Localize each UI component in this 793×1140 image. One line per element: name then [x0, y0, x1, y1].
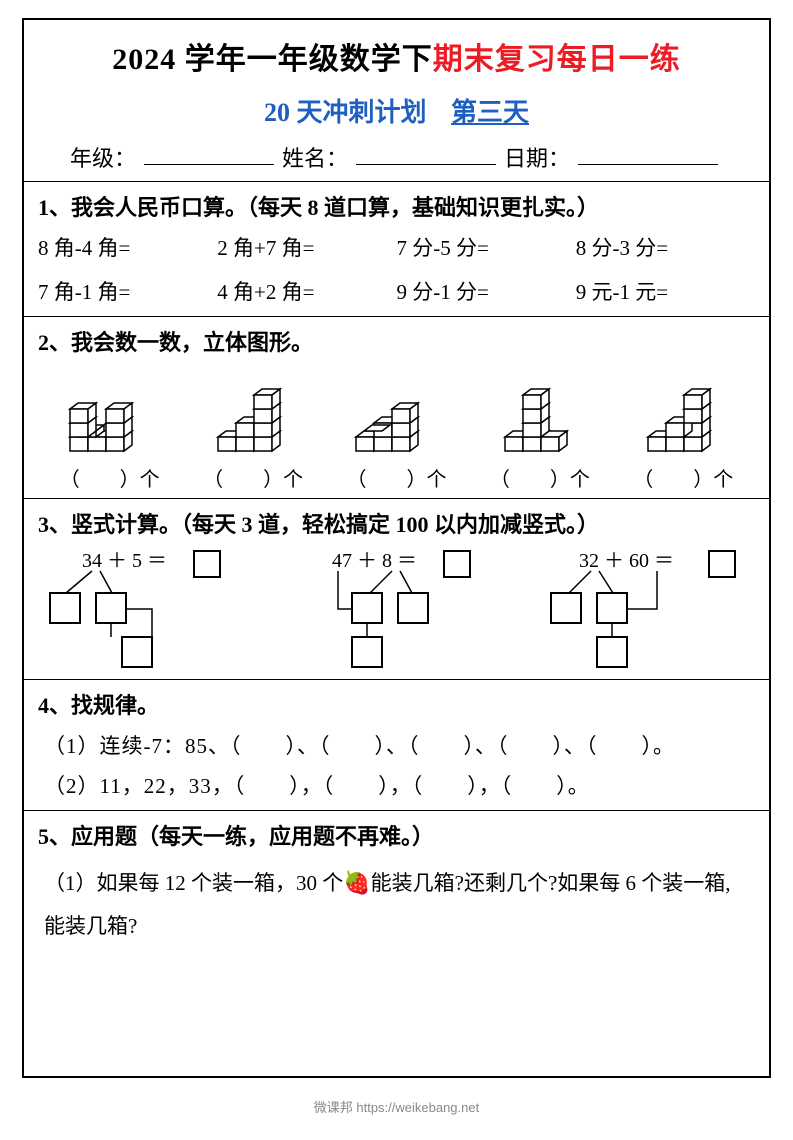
footer-text: 微课邦 https://weikebang.net	[0, 1097, 793, 1116]
cube-stack-icon	[193, 367, 313, 457]
q1-item: 9 分-1 分=	[397, 276, 576, 306]
name-label: 姓名：	[282, 141, 348, 173]
divider	[24, 679, 769, 680]
date-label: 日期：	[504, 141, 570, 173]
cube-stack-icon	[623, 367, 743, 457]
divider	[24, 316, 769, 317]
q1-item: 4 角+2 角=	[217, 276, 396, 306]
divider	[24, 498, 769, 499]
cube-stack-icon	[480, 367, 600, 457]
q2-row: （ ）个 （ ）个	[38, 367, 755, 492]
main-title: 2024 学年一年级数学下期末复习每日一练	[38, 34, 755, 78]
divider	[24, 810, 769, 811]
q4-line1: （1）连续-7：85、（ ）、（ ）、（ ）、（ ）、（ ）。	[44, 730, 749, 760]
q1-item: 8 分-3 分=	[576, 232, 755, 262]
q3-expr: 47 ＋ 8 ＝	[332, 550, 417, 572]
q2-figure: （ ）个	[50, 367, 170, 492]
q1-grid: 8 角-4 角= 2 角+7 角= 7 分-5 分= 8 分-3 分= 7 角-…	[38, 232, 755, 306]
date-blank[interactable]	[578, 141, 718, 165]
q4-title: 4、找规律。	[38, 688, 755, 720]
info-row: 年级： 姓名： 日期：	[42, 141, 751, 173]
q2-title: 2、我会数一数，立体图形。	[38, 325, 755, 357]
divider	[24, 181, 769, 182]
title-black: 2024 学年一年级数学下	[112, 43, 433, 76]
title-red: 期末复习每日一练	[433, 43, 681, 76]
q2-figure: （ ）个	[193, 367, 313, 492]
q1-item: 7 角-1 角=	[38, 276, 217, 306]
split-diagram-icon: 47 ＋ 8 ＝	[292, 549, 492, 669]
subtitle: 20 天冲刺计划 第三天	[38, 92, 755, 129]
q1-item: 8 角-4 角=	[38, 232, 217, 262]
q3-expr: 32 ＋ 60 ＝	[579, 550, 674, 572]
subtitle-plan: 20 天冲刺计划	[264, 98, 427, 127]
q3-title: 3、竖式计算。（每天 3 道，轻松搞定 100 以内加减竖式。）	[38, 507, 755, 539]
q2-count: （ ）个	[490, 469, 590, 491]
q2-count: （ ）个	[60, 469, 160, 491]
q2-figure: （ ）个	[336, 367, 456, 492]
cube-stack-icon	[50, 367, 170, 457]
q3-problem: 47 ＋ 8 ＝	[292, 549, 492, 669]
split-diagram-icon: 34 ＋ 5 ＝	[42, 549, 242, 669]
q2-count: （ ）个	[346, 469, 446, 491]
q2-figure: （ ）个	[480, 367, 600, 492]
q1-item: 9 元-1 元=	[576, 276, 755, 306]
grade-label: 年级：	[70, 141, 136, 173]
q5-body: （1）如果每 12 个装一箱，30 个🍓能装几箱?还剩几个?如果每 6 个装一箱…	[44, 861, 749, 947]
q3-row: 34 ＋ 5 ＝ 47 ＋ 8 ＝	[42, 549, 751, 669]
grade-blank[interactable]	[144, 141, 274, 165]
q2-figure: （ ）个	[623, 367, 743, 492]
q2-count: （ ）个	[633, 469, 733, 491]
worksheet-page: 2024 学年一年级数学下期末复习每日一练 20 天冲刺计划 第三天 年级： 姓…	[22, 18, 771, 1078]
name-blank[interactable]	[356, 141, 496, 165]
cube-stack-icon	[336, 367, 456, 457]
q5-pre: （1）如果每 12 个装一箱，30 个	[44, 871, 343, 895]
q1-item: 7 分-5 分=	[397, 232, 576, 262]
q3-expr: 34 ＋ 5 ＝	[82, 550, 167, 572]
split-diagram-icon: 32 ＋ 60 ＝	[541, 549, 751, 669]
q3-problem: 34 ＋ 5 ＝	[42, 549, 242, 669]
q5-title: 5、应用题（每天一练，应用题不再难。）	[38, 819, 755, 851]
strawberry-icon: 🍓	[343, 870, 370, 895]
q4-line2: （2）11，22，33，（ ），（ ），（ ），（ ）。	[44, 770, 749, 800]
q3-problem: 32 ＋ 60 ＝	[541, 549, 751, 669]
q1-title: 1、我会人民币口算。（每天 8 道口算，基础知识更扎实。）	[38, 190, 755, 222]
q1-item: 2 角+7 角=	[217, 232, 396, 262]
subtitle-day: 第三天	[451, 98, 529, 127]
q2-count: （ ）个	[203, 469, 303, 491]
